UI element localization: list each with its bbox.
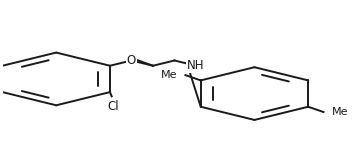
Text: Cl: Cl — [108, 100, 119, 113]
Text: Me: Me — [331, 107, 348, 117]
Text: NH: NH — [187, 59, 205, 72]
Text: O: O — [127, 54, 136, 67]
Text: Me: Me — [161, 70, 177, 80]
